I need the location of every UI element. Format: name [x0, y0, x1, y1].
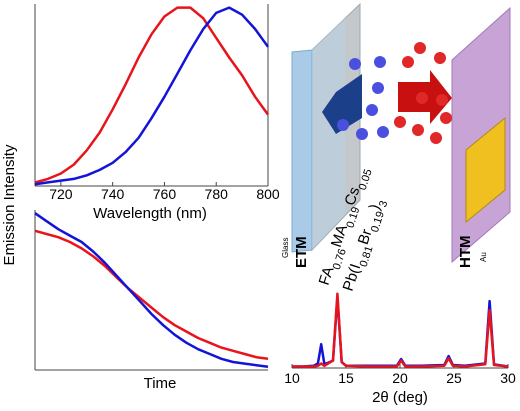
x-axis-label: 2θ (deg) — [372, 389, 428, 406]
data-line — [34, 229, 269, 361]
htm-label: HTM — [457, 236, 474, 269]
x-tick-label: 800 — [256, 186, 280, 202]
x-tick-label: 15 — [338, 370, 354, 386]
x-tick-label: 25 — [446, 370, 462, 386]
subscript: 3 — [377, 199, 390, 209]
data-line — [34, 6, 270, 184]
subscript: 0.19 — [369, 210, 387, 234]
subscript: 0.81 — [358, 245, 376, 269]
au-contact — [465, 116, 506, 224]
formula-part: ) — [366, 202, 384, 212]
etm-label: ETM — [293, 236, 310, 268]
formula-part: Cs — [341, 185, 363, 208]
x-tick-label: 30 — [500, 370, 516, 386]
x-tick-label: 760 — [153, 186, 177, 202]
glass-label: Glass — [281, 238, 290, 258]
etm-face — [312, 18, 345, 250]
x-axis-label: Wavelength (nm) — [93, 205, 207, 222]
formula-part: Br — [355, 227, 376, 247]
x-tick-label: 780 — [205, 186, 229, 202]
etm-layer — [291, 49, 313, 253]
x-axis-label: Time — [144, 375, 177, 392]
au-label: Au — [479, 252, 488, 262]
x-tick-label: 20 — [392, 370, 408, 386]
electrons — [337, 56, 389, 140]
formula-part: FA — [316, 265, 338, 288]
device-diagram: Glass ETM FA0.76MA0.19Cs0.05 Pb(I0.81Br0… — [281, 2, 511, 293]
data-line — [292, 292, 509, 368]
data-line — [34, 6, 270, 186]
formula-part: MA — [328, 223, 351, 250]
x-tick-label: 740 — [101, 186, 125, 202]
arrow-left — [322, 74, 362, 134]
y-axis-label: Emission Intensity — [1, 144, 18, 265]
holes — [394, 42, 452, 144]
x-tick-label: 10 — [284, 370, 300, 386]
data-line — [292, 296, 509, 368]
data-line — [34, 212, 269, 369]
x-tick-label: 720 — [49, 186, 73, 202]
